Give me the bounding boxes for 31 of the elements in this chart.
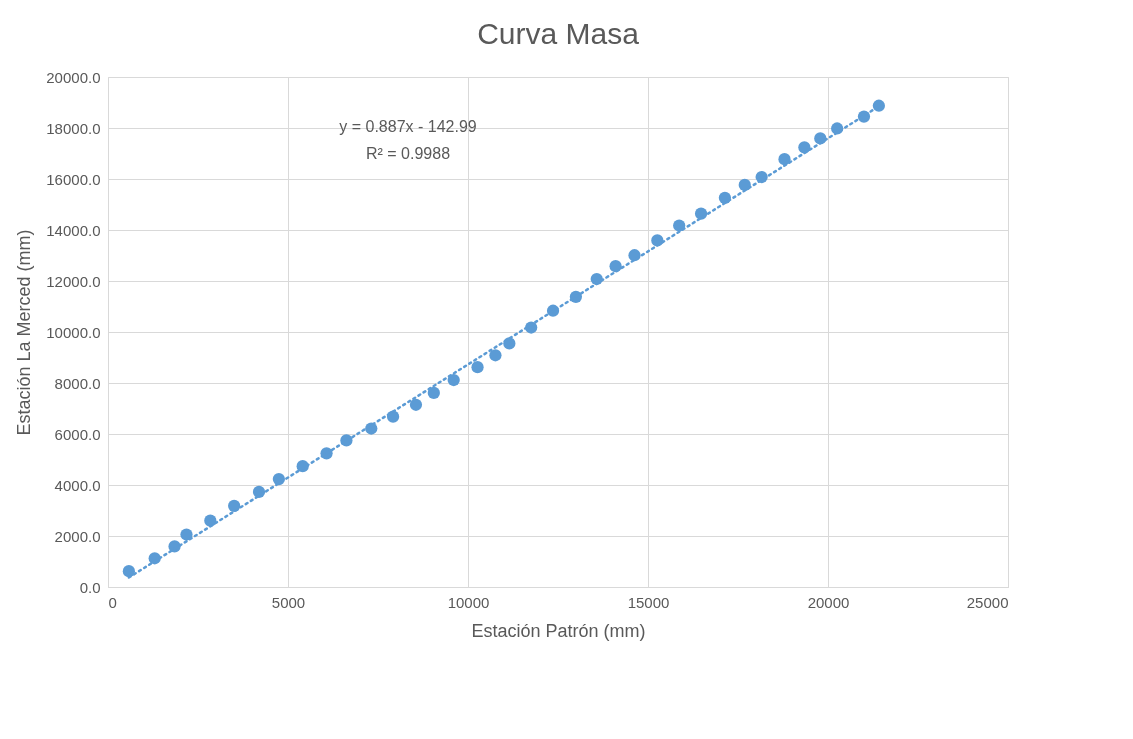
y-tick-label: 14000.0 [46,221,101,239]
x-tick-label: 15000 [627,593,670,611]
point [872,99,885,112]
point [427,386,440,400]
chart-title: Curva Masa [477,17,640,50]
x-tick-label: 0 [108,593,117,611]
point [409,398,423,411]
y-tick-label: 12000.0 [46,272,101,290]
y-tick-label: 16000.0 [46,170,101,188]
point [489,349,502,362]
x-tick-label: 25000 [966,593,1009,611]
y-tick-label: 18000.0 [46,119,101,137]
y-tick-label: 20000.0 [46,68,101,86]
point [471,361,484,374]
point [180,528,193,541]
y-tick-label: 0.0 [79,578,101,596]
x-axis-title: Estación Patrón (mm) [471,620,646,641]
x-tick-label: 20000 [807,593,850,611]
y-tick-label: 2000.0 [54,527,101,545]
y-tick-label: 6000.0 [54,425,101,443]
point [447,373,460,387]
annotation: y = 0.887x - 142.99 [339,118,477,135]
y-tick-label: 8000.0 [54,374,101,392]
y-tick-label: 10000.0 [46,323,101,341]
y-tick-label: 4000.0 [54,476,101,494]
y-axis-title: Estación La Merced (mm) [14,229,35,436]
point [122,565,135,578]
x-tick-label: 10000 [447,593,490,611]
point [778,153,791,166]
x-tick-label: 5000 [271,593,306,611]
annotation: R² = 0.9988 [365,145,451,162]
